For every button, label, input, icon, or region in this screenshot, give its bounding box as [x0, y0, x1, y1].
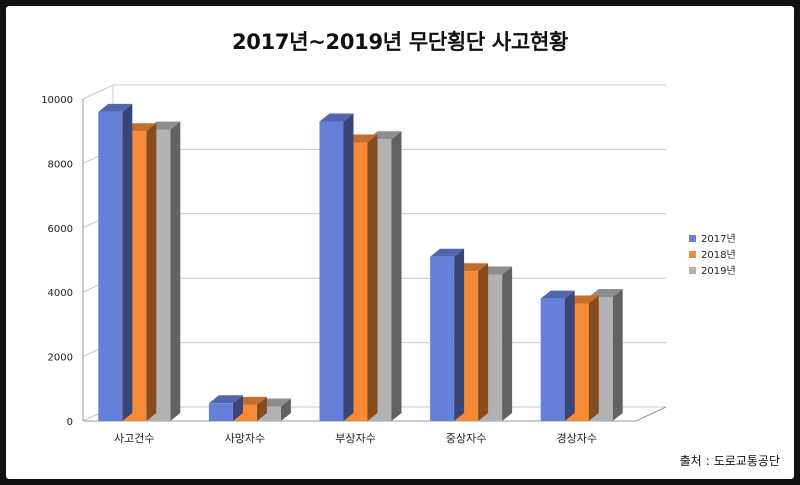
bar-side	[256, 396, 267, 421]
legend-swatch	[689, 235, 696, 242]
bar-side	[478, 263, 489, 421]
legend-label: 2018년	[701, 249, 736, 261]
bar	[208, 395, 243, 421]
y-tick-label: 4000	[48, 288, 73, 299]
y-tick-label: 2000	[48, 353, 73, 364]
bar-side	[454, 248, 465, 421]
bar-chart-3d: 0 2000 4000 6000 8000 10000 사고건수 사망자수 부상자수 중상자수 경상…	[41, 84, 736, 445]
x-tick-label: 중상자수	[446, 432, 486, 445]
bar-side	[232, 395, 243, 421]
bar-side	[391, 131, 402, 421]
source-text: 도로교통공단	[713, 454, 780, 468]
bar-front	[208, 403, 233, 421]
bar-front	[540, 298, 565, 421]
bar-side	[564, 290, 575, 421]
y-tick-label: 10000	[41, 95, 73, 106]
bar-front	[319, 121, 344, 421]
bar	[430, 248, 465, 421]
bar-side	[146, 123, 157, 421]
legend-label: 2017년	[701, 233, 736, 245]
bar-side	[280, 398, 291, 421]
bar-top	[430, 248, 465, 257]
x-tick-label: 부상자수	[335, 432, 375, 445]
bar-side	[367, 134, 378, 421]
chart-frame: 2017년~2019년 무단횡단 사고현황 0 2000 4000 6000 8000 1…	[6, 6, 794, 479]
floor-edge	[635, 406, 667, 422]
chart-title: 2017년~2019년 무단횡단 사고현황	[231, 30, 568, 54]
bar-side	[612, 289, 623, 421]
gridline-depth	[82, 84, 114, 100]
y-tick-label: 6000	[48, 224, 73, 235]
x-tick-label: 경상자수	[556, 432, 596, 445]
tick-labels: 0 2000 4000 6000 8000 10000 사고건수 사망자수 부상자수 중상자수 경상…	[41, 95, 597, 445]
bar	[98, 103, 133, 421]
bars	[98, 103, 623, 421]
bar-side	[588, 295, 599, 421]
bar-top	[540, 290, 575, 299]
y-tick-label: 8000	[48, 159, 73, 170]
bar-top	[588, 289, 623, 298]
legend-swatch	[689, 251, 696, 258]
y-tick-label: 0	[67, 417, 73, 428]
bar	[540, 290, 575, 421]
x-tick-label: 사고건수	[114, 432, 154, 445]
bar-front	[430, 256, 455, 421]
source-note: 출처: 도로교통공단	[680, 452, 780, 469]
legend-label: 2019년	[701, 265, 736, 277]
bar-front	[98, 111, 123, 421]
bar-top	[98, 103, 133, 112]
legend-swatch	[689, 267, 696, 274]
source-label: 출처	[679, 454, 702, 468]
bar-side	[343, 113, 354, 421]
bar-side	[122, 103, 133, 421]
bar-top	[319, 113, 354, 122]
bar	[319, 113, 354, 421]
source-separator: :	[705, 454, 710, 468]
bar-side	[170, 121, 181, 421]
x-tick-label: 사망자수	[225, 432, 265, 445]
bar-top	[208, 395, 243, 404]
legend: 2017년 2018년 2019년	[689, 233, 736, 277]
bar-side	[502, 266, 513, 421]
